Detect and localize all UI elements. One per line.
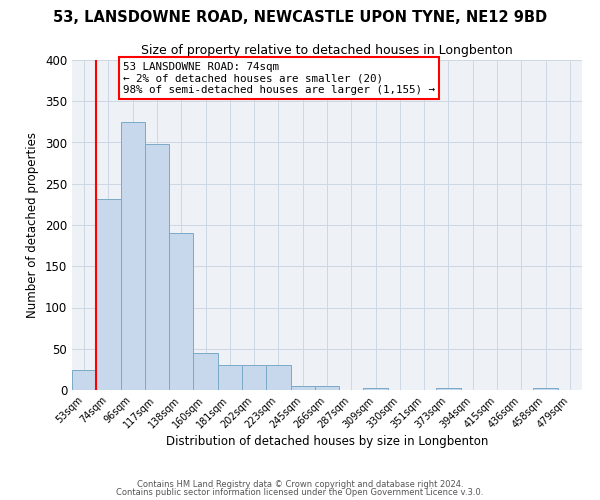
Bar — [364, 388, 388, 390]
Bar — [218, 365, 242, 390]
Bar — [533, 388, 558, 390]
Bar — [315, 386, 339, 390]
Bar — [145, 144, 169, 390]
Text: 53 LANSDOWNE ROAD: 74sqm
← 2% of detached houses are smaller (20)
98% of semi-de: 53 LANSDOWNE ROAD: 74sqm ← 2% of detache… — [123, 62, 435, 95]
Bar — [72, 370, 96, 390]
Title: Size of property relative to detached houses in Longbenton: Size of property relative to detached ho… — [141, 44, 513, 58]
Text: Contains HM Land Registry data © Crown copyright and database right 2024.: Contains HM Land Registry data © Crown c… — [137, 480, 463, 489]
Bar — [193, 353, 218, 390]
Bar — [121, 122, 145, 390]
Text: Contains public sector information licensed under the Open Government Licence v.: Contains public sector information licen… — [116, 488, 484, 497]
Bar — [266, 365, 290, 390]
Bar — [290, 386, 315, 390]
Bar — [242, 365, 266, 390]
Bar — [436, 388, 461, 390]
X-axis label: Distribution of detached houses by size in Longbenton: Distribution of detached houses by size … — [166, 436, 488, 448]
Text: 53, LANSDOWNE ROAD, NEWCASTLE UPON TYNE, NE12 9BD: 53, LANSDOWNE ROAD, NEWCASTLE UPON TYNE,… — [53, 10, 547, 25]
Bar — [169, 233, 193, 390]
Bar — [96, 198, 121, 390]
Y-axis label: Number of detached properties: Number of detached properties — [26, 132, 40, 318]
